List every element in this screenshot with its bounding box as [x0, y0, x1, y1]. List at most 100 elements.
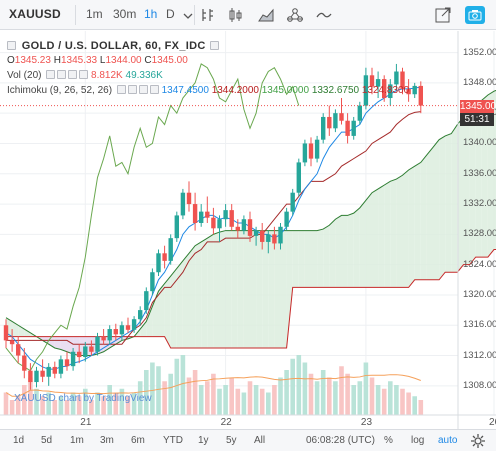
ichimoku-cloud [426, 147, 433, 280]
ichimoku-lagging-line [5, 63, 300, 372]
volume-bar [107, 385, 112, 415]
tradingview-watermark[interactable]: XAUUSD chart by TradingView [14, 393, 152, 404]
ichimoku-cloud [463, 110, 470, 265]
volume-bar [162, 381, 167, 415]
volume-bar [400, 388, 405, 415]
ichimoku-cloud [54, 336, 61, 350]
ichimoku-legend-row: Ichimoku (9, 26, 52, 26) 1347.4500 1344.… [7, 85, 409, 96]
volume-bar [388, 381, 393, 415]
interval-30m[interactable]: 30m [113, 7, 137, 21]
settings-icon[interactable] [127, 85, 137, 94]
range-3m[interactable]: 3m [100, 435, 114, 446]
ichimoku-cloud [237, 230, 244, 348]
volume-bar [235, 388, 241, 415]
volume-bar [3, 392, 9, 415]
line-tool-icon[interactable] [313, 4, 335, 26]
close-icon[interactable] [138, 85, 148, 94]
range-6m[interactable]: 6m [131, 435, 145, 446]
volume-bar [381, 388, 387, 415]
ichimoku-cloud [311, 230, 318, 288]
price-axis-label: 1332.00 [463, 198, 496, 210]
volume-bar [314, 381, 320, 415]
range-1m[interactable]: 1m [70, 435, 84, 446]
last-price-label: 1345.00 [460, 99, 496, 113]
volume-bar [418, 400, 424, 415]
interval-1h[interactable]: 1h [144, 7, 158, 21]
ichimoku-cloud [378, 185, 385, 288]
ichimoku-cloud [396, 175, 403, 288]
volume-bar [406, 392, 411, 415]
ichimoku-cloud [140, 321, 147, 337]
more-icon[interactable] [149, 85, 159, 94]
candle-body [351, 120, 356, 136]
settings-icon[interactable] [210, 41, 220, 50]
legend-title-row: GOLD / U.S. DOLLAR, 60, FX_IDC [7, 40, 220, 52]
bottom-bar: 1d 5d 1m 3m 6m YTD 1y 5y All 06:08:28 (U… [0, 429, 496, 451]
candles-icon[interactable] [224, 4, 246, 26]
close-icon[interactable] [68, 70, 78, 79]
utc-clock[interactable]: 06:08:28 (UTC) [306, 435, 375, 446]
auto-scale-toggle[interactable]: auto [438, 435, 458, 446]
symbol-search[interactable]: XAUUSD [9, 7, 61, 21]
ohlc-open: 1345.23 [14, 55, 51, 66]
candle-body [205, 211, 210, 218]
volume-bar [278, 377, 283, 415]
chevron-down-icon[interactable] [177, 4, 199, 26]
ichimoku-cloud [115, 336, 122, 345]
gear-icon[interactable] [470, 433, 486, 449]
range-ytd[interactable]: YTD [163, 435, 183, 446]
candle-body [357, 105, 362, 121]
range-5y[interactable]: 5y [226, 435, 237, 446]
time-axis-label: 26 [489, 417, 496, 428]
ichimoku-cloud [268, 230, 275, 348]
interval-dropdown[interactable]: D [166, 7, 175, 21]
candle-body [363, 75, 369, 106]
candle-body [223, 210, 228, 220]
candle-body [247, 219, 253, 236]
price-axis-label: 1348.00 [463, 76, 496, 88]
candle-body [9, 340, 15, 345]
candle-body [16, 344, 21, 356]
range-all[interactable]: All [254, 435, 266, 446]
range-1d[interactable]: 1d [13, 435, 25, 446]
candle-body [345, 120, 350, 136]
candle-body [284, 211, 289, 227]
log-scale-toggle[interactable]: log [411, 435, 425, 446]
price-chart[interactable] [0, 31, 496, 429]
ichimoku-cloud [152, 291, 159, 337]
indicators-icon[interactable] [197, 4, 219, 26]
ichimoku-cloud [207, 234, 214, 348]
ichimoku-cloud [12, 321, 19, 337]
camera-icon[interactable] [463, 4, 485, 26]
volume-bar [15, 396, 21, 415]
eye-icon[interactable] [46, 70, 56, 79]
range-5d[interactable]: 5d [41, 435, 53, 446]
candle-body [217, 219, 222, 229]
volume-bar [198, 385, 204, 415]
ichimoku-base-line [6, 111, 421, 345]
candle-body [58, 359, 64, 374]
ichimoku-cloud [341, 215, 348, 288]
interval-1m[interactable]: 1m [86, 7, 103, 21]
collapse-icon[interactable] [7, 41, 16, 50]
volume-bar [52, 400, 58, 415]
candle-body [241, 219, 247, 231]
volume-value: 8.812K [91, 70, 123, 81]
eye-icon[interactable] [116, 85, 126, 94]
percent-scale-toggle[interactable]: % [384, 435, 393, 446]
candle-body [77, 351, 82, 358]
volume-bar [211, 373, 216, 415]
settings-icon[interactable] [57, 70, 67, 79]
candle-body [28, 370, 33, 383]
candle-body [400, 71, 405, 89]
popout-icon[interactable] [432, 4, 454, 26]
area-chart-icon[interactable] [255, 4, 277, 26]
candle-body [314, 139, 320, 159]
more-icon[interactable] [79, 70, 89, 79]
ichimoku-cloud [170, 268, 177, 348]
range-1y[interactable]: 1y [198, 435, 209, 446]
compare-icon[interactable] [284, 4, 306, 26]
ichimoku-cloud [420, 154, 427, 280]
volume-bar [58, 396, 64, 415]
volume-bar [327, 377, 332, 415]
